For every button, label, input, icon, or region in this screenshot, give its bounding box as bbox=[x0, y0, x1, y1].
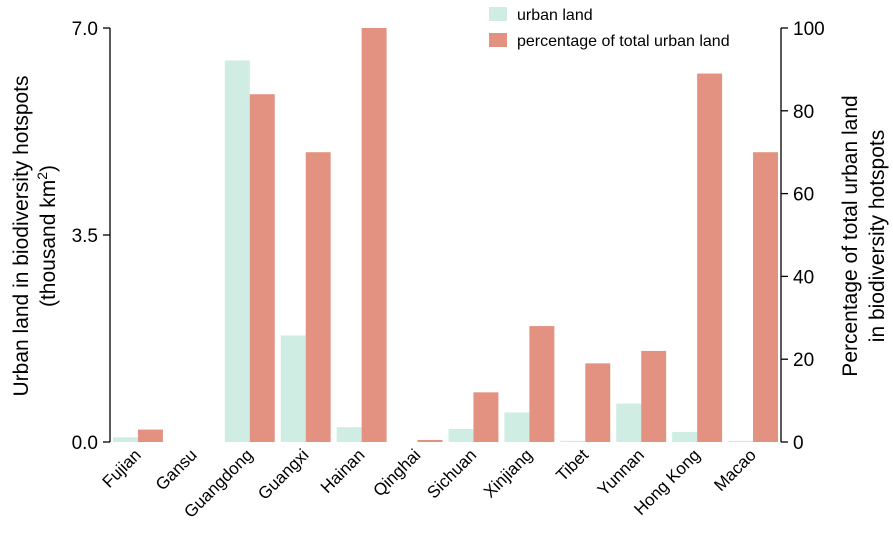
right-tick-label: 0 bbox=[793, 433, 804, 454]
bar-urban-land-fujian bbox=[113, 437, 138, 442]
bar-urban-land-xinjiang bbox=[504, 412, 530, 442]
bar-percentage-hainan bbox=[361, 28, 387, 442]
legend: urban land percentage of total urban lan… bbox=[489, 7, 730, 50]
bars bbox=[113, 28, 778, 443]
bar-percentage-macao bbox=[753, 152, 778, 442]
right-axis-ticks: 0 20 40 60 80 100 bbox=[781, 19, 825, 454]
left-axis-title: Urban land in biodiversity hotspots (tho… bbox=[10, 75, 60, 396]
left-axis-title-superscript: 2 bbox=[34, 172, 50, 180]
left-tick-label: 0.0 bbox=[72, 433, 98, 454]
category-label-yunnan: Yunnan bbox=[594, 445, 648, 499]
category-label-macao: Macao bbox=[710, 445, 760, 495]
bar-urban-land-hong-kong bbox=[672, 431, 698, 442]
category-label-qinghai: Qinghai bbox=[369, 445, 424, 500]
bar-urban-land-guangdong bbox=[224, 60, 250, 442]
left-axis-title-line1: Urban land in biodiversity hotspots bbox=[10, 75, 33, 396]
bar-percentage-hong-kong bbox=[697, 73, 723, 442]
category-label-tibet: Tibet bbox=[552, 445, 592, 485]
left-tick-label: 7.0 bbox=[72, 19, 98, 40]
category-label-sichuan: Sichuan bbox=[423, 445, 480, 502]
category-label-gansu: Gansu bbox=[152, 445, 201, 494]
bar-urban-land-sichuan bbox=[448, 428, 474, 442]
bar-percentage-tibet bbox=[585, 363, 611, 442]
bar-percentage-sichuan bbox=[473, 392, 499, 442]
legend-swatch-percentage bbox=[489, 33, 507, 47]
plot-area: 0.0 3.5 7.0 0 20 40 60 80 100 Fujian GansuGuangd… bbox=[72, 19, 825, 522]
bar-urban-land-tibet bbox=[560, 440, 586, 442]
right-axis-title-line1: Percentage of total urban land bbox=[839, 95, 862, 376]
bar-urban-land-hainan bbox=[336, 427, 362, 442]
right-axis-title-line2: in biodiversity hotspots bbox=[866, 130, 889, 342]
bar-urban-land-yunnan bbox=[616, 403, 642, 442]
category-label-fujian: Fujian bbox=[99, 445, 145, 491]
right-tick-label: 80 bbox=[793, 102, 814, 123]
legend-label-percentage: percentage of total urban land bbox=[517, 33, 730, 50]
right-tick-label: 100 bbox=[793, 19, 825, 40]
bar-urban-land-macao bbox=[728, 440, 754, 442]
category-label-xinjiang: Xinjiang bbox=[480, 445, 536, 501]
left-axis-ticks: 0.0 3.5 7.0 bbox=[72, 19, 110, 454]
category-label-hainan: Hainan bbox=[317, 445, 369, 497]
bar-percentage-xinjiang bbox=[529, 326, 555, 442]
bar-percentage-qinghai bbox=[417, 439, 443, 442]
bar-urban-land-guangxi bbox=[280, 335, 306, 442]
legend-label-urban-land: urban land bbox=[517, 7, 593, 24]
bar-percentage-fujian bbox=[137, 429, 163, 442]
legend-swatch-urban-land bbox=[489, 7, 507, 21]
bar-percentage-guangdong bbox=[249, 94, 275, 443]
right-tick-label: 40 bbox=[793, 267, 814, 288]
right-tick-label: 20 bbox=[793, 350, 814, 371]
right-tick-label: 60 bbox=[793, 185, 814, 206]
left-tick-label: 3.5 bbox=[72, 226, 98, 247]
right-axis-title: Percentage of total urban land in biodiv… bbox=[839, 95, 889, 376]
bar-percentage-guangxi bbox=[305, 152, 331, 442]
category-label-guangxi: Guangxi bbox=[254, 445, 312, 503]
left-axis-title-close: ) bbox=[37, 165, 60, 172]
bar-percentage-yunnan bbox=[641, 350, 667, 442]
left-axis-title-unit: (thousand km bbox=[37, 180, 60, 307]
left-axis-title-line2: (thousand km2) bbox=[34, 165, 60, 307]
